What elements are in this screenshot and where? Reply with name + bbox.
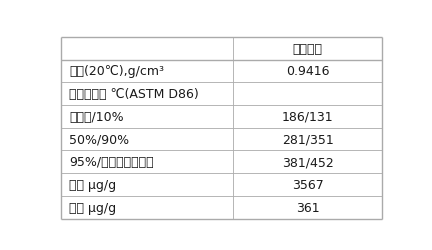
Text: 氮， μg/g: 氮， μg/g [69,201,116,214]
Text: 381/452: 381/452 [282,156,334,168]
Text: 361: 361 [296,201,319,214]
Text: 50%/90%: 50%/90% [69,133,129,146]
Text: 馏程范围， ℃(ASTM D86): 馏程范围， ℃(ASTM D86) [69,88,199,101]
Text: 0.9416: 0.9416 [286,65,329,78]
Text: 密度(20℃),g/cm³: 密度(20℃),g/cm³ [69,65,164,78]
Text: 281/351: 281/351 [282,133,334,146]
Text: 初馏点/10%: 初馏点/10% [69,110,124,123]
Text: 95%/干点（终馏点）: 95%/干点（终馏点） [69,156,154,168]
Text: 186/131: 186/131 [282,110,334,123]
Text: 催化柴油: 催化柴油 [292,42,323,56]
Text: 硫， μg/g: 硫， μg/g [69,178,116,191]
Text: 3567: 3567 [292,178,324,191]
